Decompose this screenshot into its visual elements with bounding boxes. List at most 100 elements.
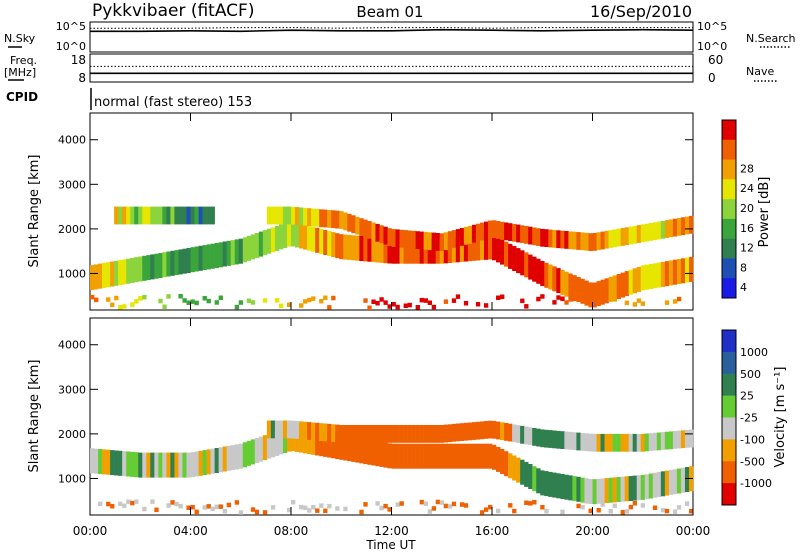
colorbar-swatch bbox=[722, 330, 736, 353]
near-range-cell bbox=[572, 296, 577, 302]
colorbar-tick-label: 25 bbox=[740, 390, 754, 403]
scatter-cell bbox=[415, 238, 420, 264]
scatter-cell bbox=[676, 468, 682, 494]
scatter-cell bbox=[154, 452, 159, 478]
colorbar-swatch bbox=[722, 417, 736, 440]
colorbar-tick-label: 24 bbox=[740, 182, 754, 195]
scatter-cell bbox=[319, 228, 324, 254]
scatter-cell bbox=[238, 238, 244, 264]
scatter-cell bbox=[568, 273, 573, 299]
near-range-cell bbox=[640, 503, 646, 508]
near-range-cell bbox=[106, 501, 111, 507]
scatter-cell bbox=[170, 206, 175, 225]
near-range-cell bbox=[262, 298, 268, 303]
scatter-cell bbox=[299, 421, 304, 440]
near-range-cell bbox=[315, 508, 320, 513]
scatter-cell bbox=[584, 232, 589, 251]
near-range-cell bbox=[367, 305, 372, 310]
scatter-cell bbox=[262, 435, 268, 461]
scatter-cell bbox=[455, 423, 461, 442]
scatter-cell bbox=[403, 443, 408, 469]
scatter-cell bbox=[299, 207, 304, 226]
scatter-cell bbox=[130, 257, 135, 283]
scatter-cell bbox=[98, 449, 103, 474]
scatter-cell bbox=[351, 215, 356, 234]
scatter-cell bbox=[182, 452, 187, 478]
scatter-cell bbox=[636, 475, 642, 501]
scatter-cell bbox=[616, 477, 621, 502]
near-range-cell bbox=[415, 305, 420, 310]
scatter-cell bbox=[504, 451, 509, 477]
freq-unit-label: [MHz] bbox=[4, 66, 36, 79]
scatter-cell bbox=[194, 451, 199, 477]
scatter-cell bbox=[636, 266, 642, 292]
nave-tick-bottom: 0 bbox=[708, 71, 716, 85]
scatter-cell bbox=[660, 432, 666, 450]
near-range-cell bbox=[508, 503, 513, 508]
scatter-cell bbox=[596, 281, 601, 307]
velocity-colorbar: 1000 500 25 -25 -100 -500 -1000 bbox=[721, 329, 772, 506]
scatter-cell bbox=[383, 442, 388, 468]
noise-strip-frame bbox=[89, 21, 694, 53]
near-range-cell bbox=[286, 507, 292, 513]
scatter-cell bbox=[295, 421, 300, 439]
scatter-cell bbox=[496, 237, 501, 263]
scatter-cell bbox=[323, 431, 328, 457]
scatter-cell bbox=[600, 279, 605, 305]
scatter-cell bbox=[500, 221, 505, 240]
near-range-cell bbox=[150, 499, 155, 504]
scatter-cell bbox=[371, 222, 376, 241]
near-range-cell bbox=[122, 304, 127, 309]
scatter-cell bbox=[508, 223, 513, 241]
scatter-cell bbox=[266, 420, 272, 439]
scatter-cell bbox=[632, 475, 638, 501]
scatter-cell bbox=[391, 238, 396, 264]
scatter-cell bbox=[612, 275, 617, 301]
scatter-cell bbox=[680, 258, 686, 284]
scatter-cell bbox=[492, 444, 497, 470]
scatter-cell bbox=[640, 265, 646, 291]
near-range-cell bbox=[451, 501, 457, 507]
scatter-cell bbox=[343, 435, 348, 461]
near-range-cell bbox=[286, 302, 292, 307]
scatter-cell bbox=[564, 231, 569, 249]
station-title: Pykkvibaer (fitACF) bbox=[92, 1, 254, 21]
scatter-cell bbox=[668, 260, 674, 286]
scatter-cell bbox=[496, 421, 501, 440]
scatter-cell bbox=[134, 452, 139, 478]
scatter-cell bbox=[375, 425, 380, 443]
scatter-cell bbox=[347, 234, 352, 260]
scatter-cell bbox=[126, 206, 131, 225]
near-range-cell bbox=[206, 298, 211, 304]
scatter-cell bbox=[154, 206, 159, 225]
scatter-cell bbox=[98, 263, 103, 289]
scatter-cell bbox=[118, 450, 123, 476]
scatter-cell bbox=[110, 450, 115, 476]
scatter-cell bbox=[379, 425, 384, 443]
scatter-cell bbox=[150, 452, 155, 478]
scatter-cell bbox=[504, 423, 509, 441]
scatter-cell bbox=[504, 241, 509, 267]
scatter-cell bbox=[672, 218, 678, 237]
x-tick-label: 00:00 bbox=[73, 524, 108, 538]
scatter-cell bbox=[528, 464, 533, 489]
near-range-cell bbox=[427, 300, 432, 305]
scatter-cell bbox=[278, 224, 284, 250]
scatter-cell bbox=[270, 227, 276, 253]
scatter-cell bbox=[556, 473, 561, 499]
scatter-cell bbox=[564, 474, 569, 500]
scatter-cell bbox=[628, 226, 633, 245]
scatter-cell bbox=[407, 425, 412, 443]
scatter-cell bbox=[210, 206, 215, 225]
scatter-cell bbox=[226, 240, 231, 266]
scatter-cell bbox=[315, 227, 320, 253]
scatter-cell bbox=[311, 208, 316, 227]
scatter-cell bbox=[604, 478, 609, 504]
scatter-cell bbox=[158, 452, 163, 478]
near-range-cell bbox=[238, 510, 244, 515]
near-range-cell bbox=[540, 294, 545, 299]
near-range-cell bbox=[431, 506, 437, 511]
scatter-cell bbox=[202, 206, 207, 225]
scatter-cell bbox=[664, 431, 670, 450]
near-range-cell bbox=[210, 506, 215, 512]
